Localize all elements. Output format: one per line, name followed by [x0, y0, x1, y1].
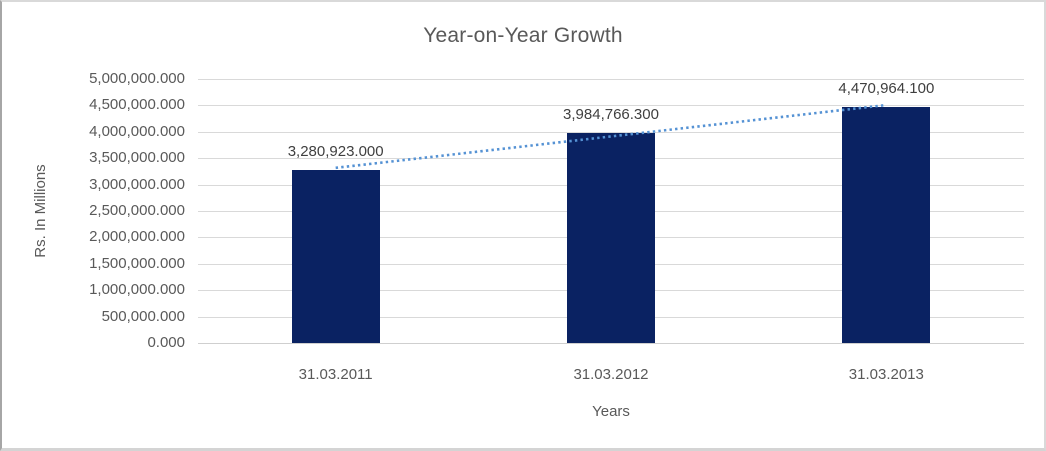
- x-tick-label: 31.03.2011: [298, 366, 373, 383]
- y-tick-label: 5,000,000.000: [89, 70, 185, 87]
- y-tick-label: 1,500,000.000: [89, 254, 185, 272]
- y-tick-label: 1,000,000.000: [89, 281, 185, 299]
- y-tick-label: 3,000,000.000: [89, 175, 185, 193]
- data-label: 3,984,766.300: [563, 105, 659, 123]
- y-tick-label: 4,500,000.000: [89, 96, 185, 114]
- y-tick-label: 500,000.000: [101, 307, 185, 325]
- y-tick-label: 3,500,000.000: [89, 149, 185, 167]
- gridline: [198, 79, 1024, 80]
- chart-title: Year-on-Year Growth: [423, 24, 623, 47]
- gridline: [198, 343, 1024, 344]
- y-tick-label: 2,500,000.000: [89, 202, 185, 219]
- bar-31.03.2011[interactable]: [291, 169, 380, 343]
- data-label: 4,470,964.100: [838, 79, 935, 97]
- y-tick-label: 2,000,000.000: [89, 228, 185, 246]
- x-axis-title: Years: [592, 403, 630, 420]
- bar-31.03.2012[interactable]: [567, 132, 655, 343]
- bar-31.03.2013[interactable]: [842, 106, 931, 343]
- y-tick-label: 4,000,000.000: [89, 122, 185, 140]
- y-tick-label: 0.000: [147, 334, 185, 351]
- x-tick-label: 31.03.2012: [573, 366, 649, 383]
- x-tick-label: 31.03.2013: [848, 366, 924, 383]
- data-label: 3,280,923.000: [287, 142, 384, 160]
